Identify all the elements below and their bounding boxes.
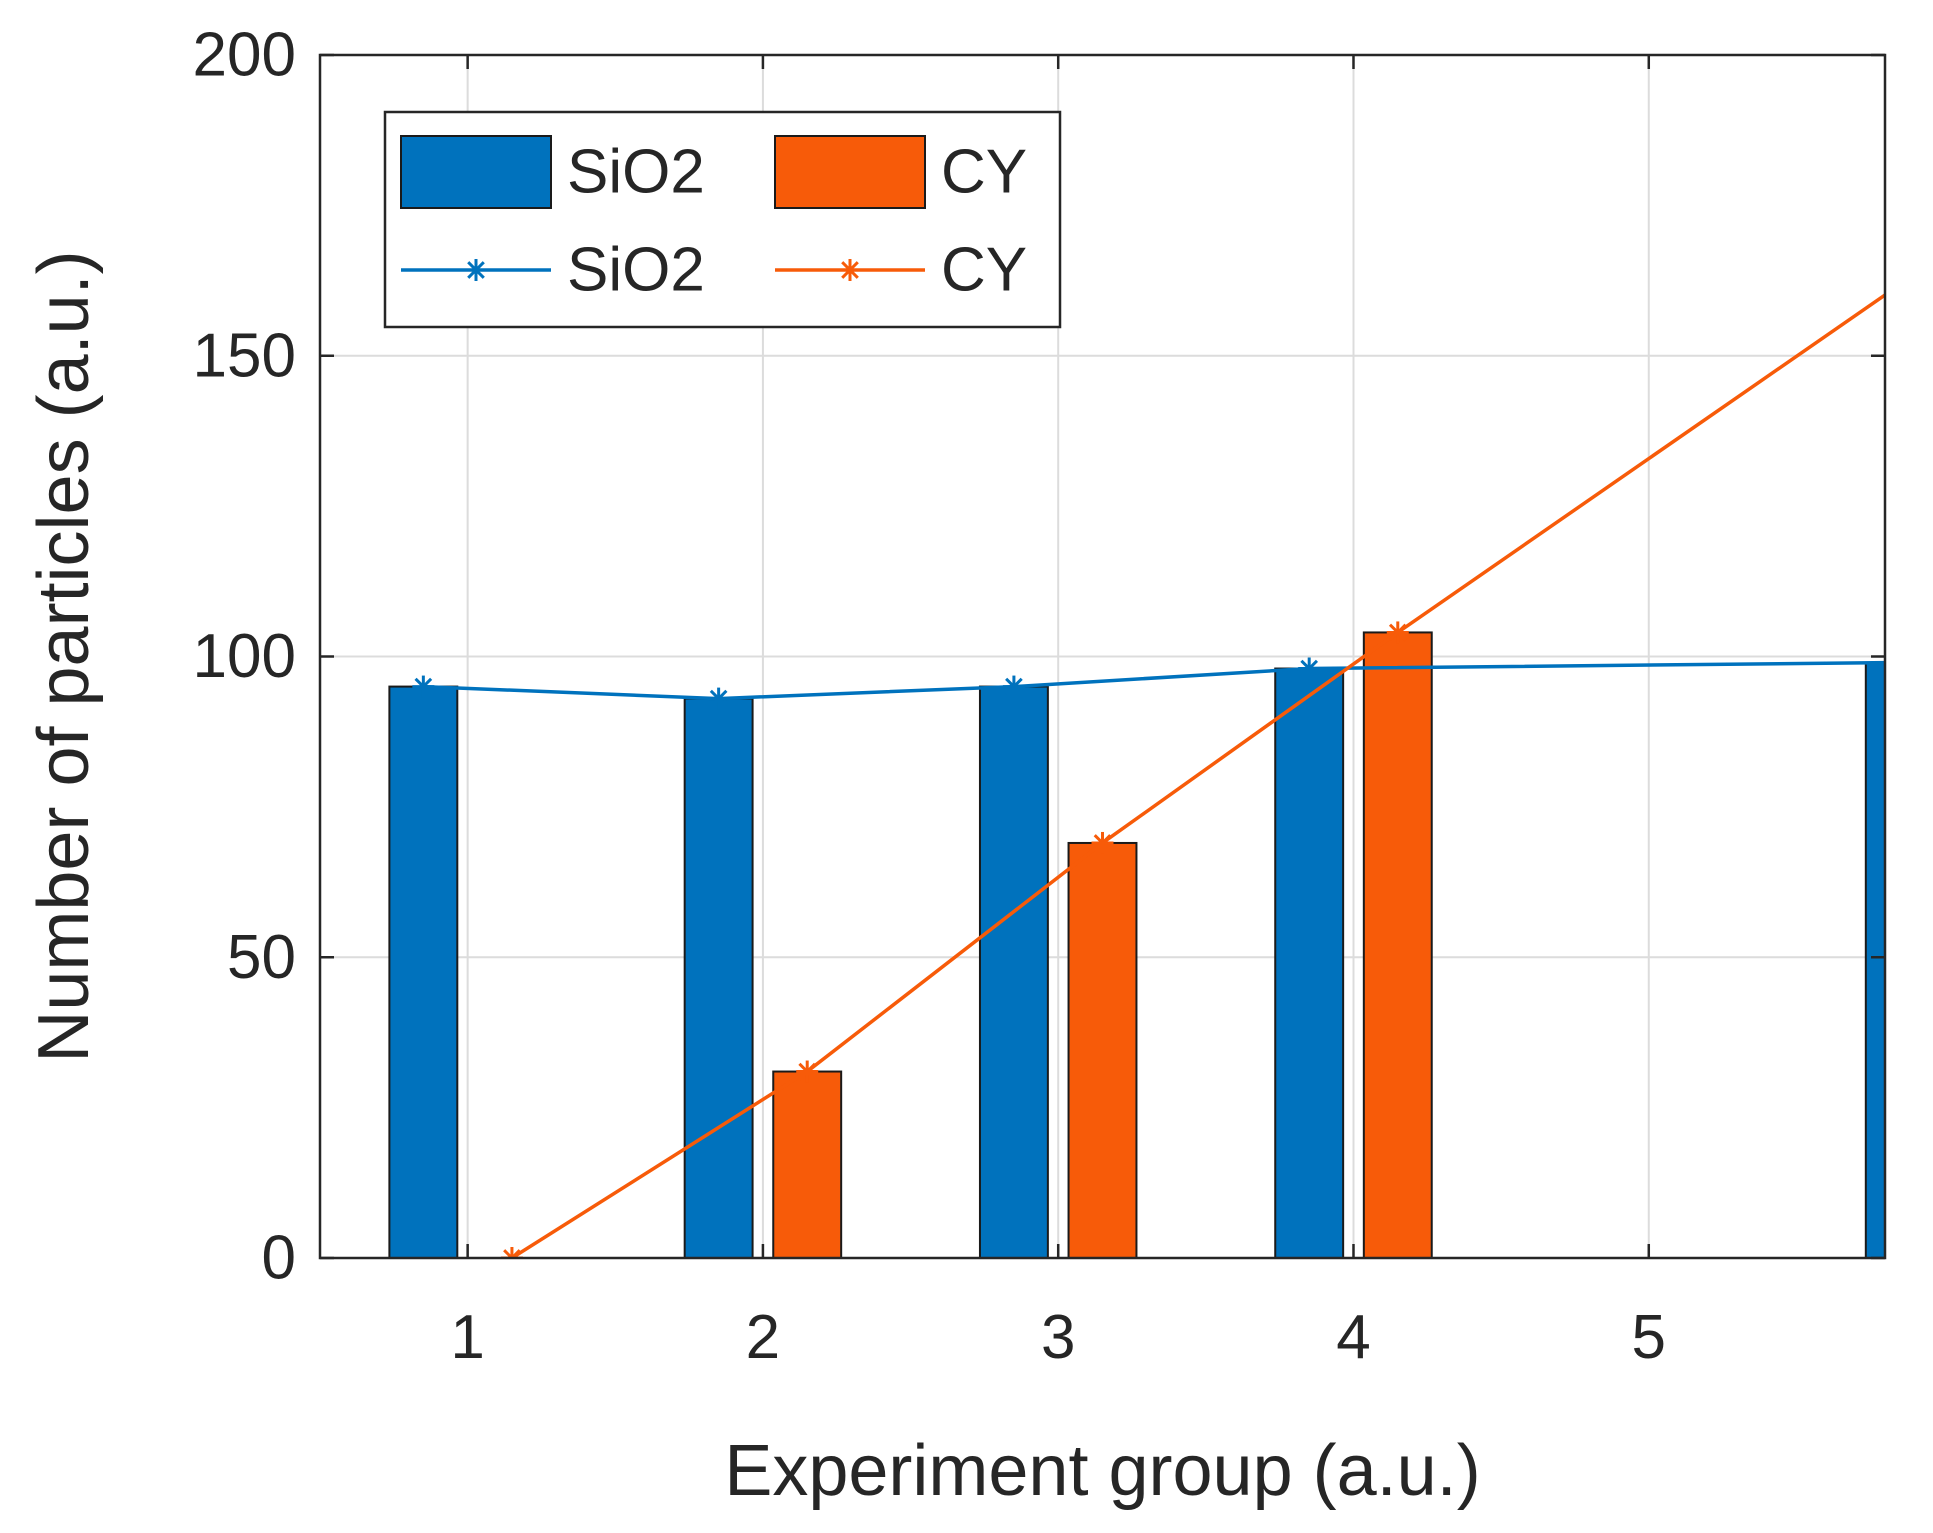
y-tick-label: 50 — [227, 923, 296, 992]
bar-cy-group-2 — [772, 1070, 843, 1258]
legend-label-sio2-line: SiO2 — [567, 236, 705, 305]
x-tick-label: 2 — [746, 1303, 780, 1372]
plot-frame — [318, 53, 1887, 1260]
bar-sio2-group-2 — [683, 697, 754, 1258]
bars — [388, 631, 1885, 1258]
bar-cy-group-3 — [1067, 841, 1138, 1258]
bar-sio2-group-3 — [978, 685, 1049, 1258]
marker-cy-group-4 — [1386, 621, 1409, 644]
axis-ticks: 0 50 100 150 200 1 2 3 4 5 — [193, 21, 1885, 1372]
marker-cy-group-1 — [500, 1247, 523, 1258]
bar-sio2-group-1 — [388, 685, 459, 1258]
marker-sio2-group-3 — [1002, 675, 1025, 698]
legend-marker-sio2 — [465, 259, 487, 281]
y-tick-label: 0 — [262, 1224, 296, 1293]
y-tick-label: 100 — [193, 622, 296, 691]
legend-swatch-cy-line — [775, 259, 925, 281]
marker-cy-group-3 — [1091, 831, 1114, 854]
x-tick-label: 4 — [1336, 1303, 1370, 1372]
x-tick-label: 5 — [1632, 1303, 1666, 1372]
legend-swatch-sio2-bar — [400, 135, 552, 209]
legend-label-cy-bar: CY — [941, 138, 1027, 207]
line-series — [412, 292, 1885, 1258]
x-axis-title: Experiment group (a.u.) — [724, 1431, 1480, 1511]
legend-marker-cy — [839, 259, 861, 281]
y-axis-title: Number of particles (a.u.) — [24, 250, 104, 1062]
legend-label-sio2-bar: SiO2 — [567, 138, 705, 207]
marker-cy-group-2 — [796, 1060, 819, 1083]
bar-sio2-group-5 — [1864, 661, 1885, 1258]
marker-sio2-group-4 — [1298, 657, 1321, 680]
bar-cy-group-4 — [1362, 631, 1433, 1258]
y-tick-label: 200 — [193, 21, 296, 90]
y-tick-label: 150 — [193, 321, 296, 390]
legend-label-cy-line: CY — [941, 236, 1027, 305]
legend-swatch-sio2-line — [401, 259, 551, 281]
marker-sio2-group-2 — [707, 687, 730, 710]
x-tick-label: 3 — [1041, 1303, 1075, 1372]
marker-sio2-group-1 — [412, 675, 435, 698]
legend-swatch-cy-bar — [774, 135, 926, 209]
legend: SiO2 CY SiO2 CY — [383, 110, 1062, 329]
x-tick-label: 1 — [450, 1303, 484, 1372]
bar-sio2-group-4 — [1274, 667, 1345, 1258]
